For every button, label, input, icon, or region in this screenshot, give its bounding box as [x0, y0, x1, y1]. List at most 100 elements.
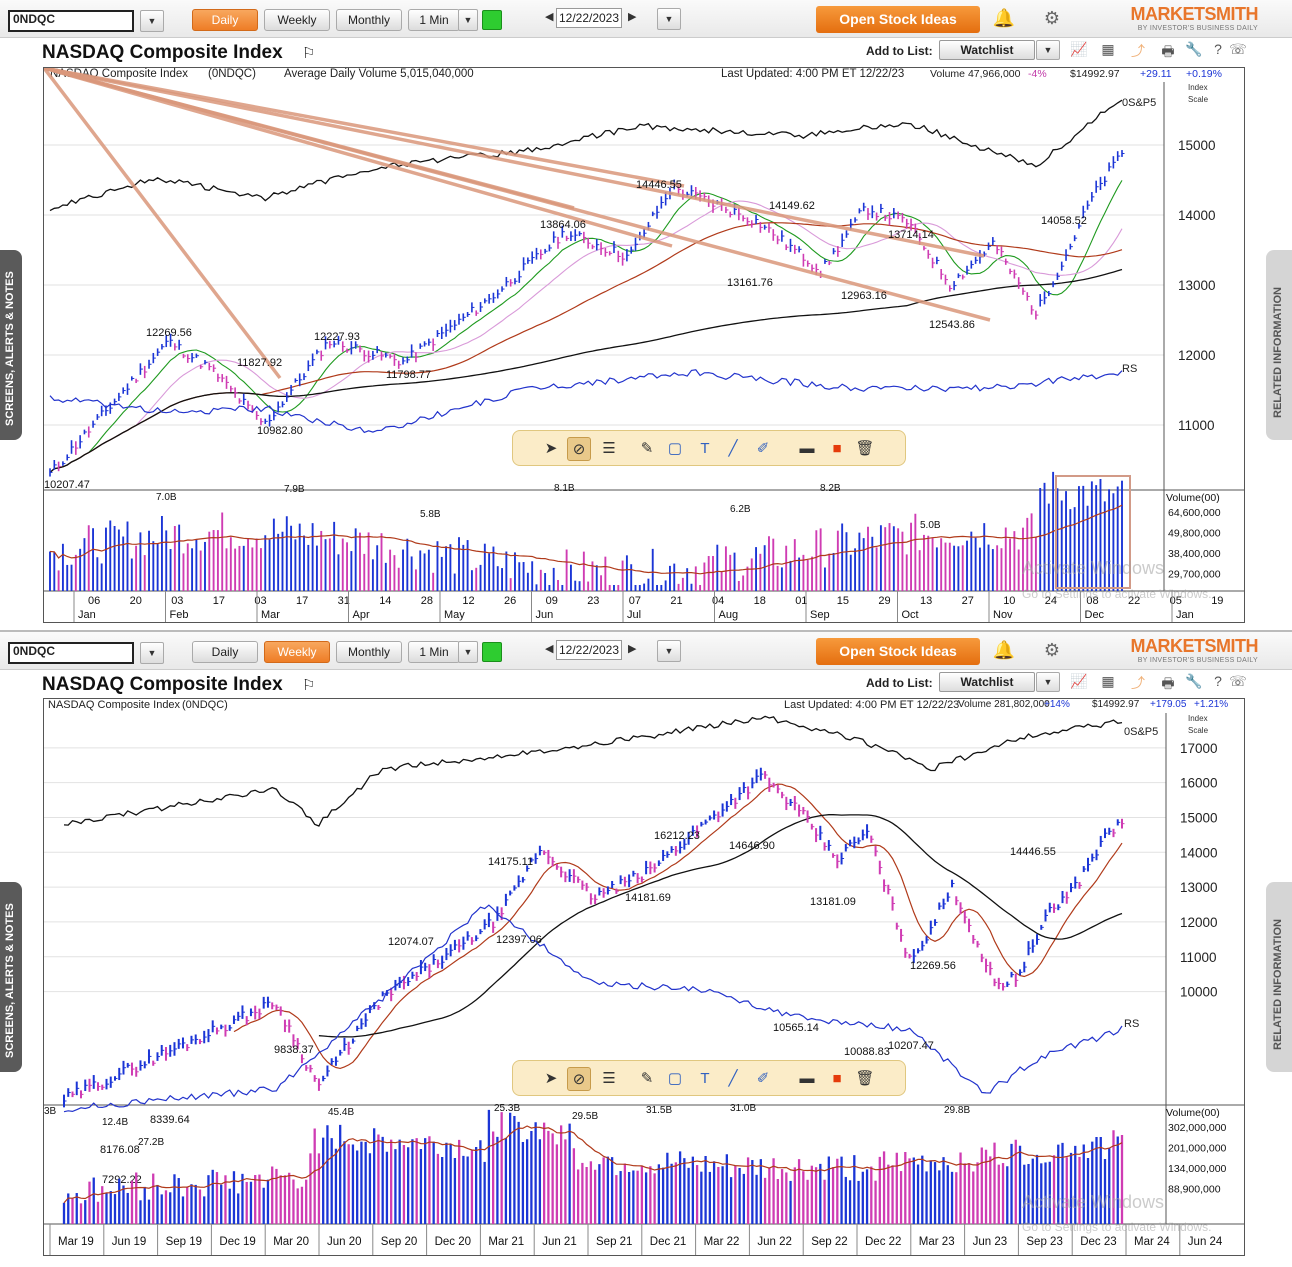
hide-drawings-icon[interactable]: ⊘ [567, 1067, 591, 1091]
arrow-pointer-icon[interactable]: ➤ [544, 1070, 558, 1087]
pencil-icon[interactable]: ✐ [756, 440, 770, 457]
related-information-tab[interactable]: RELATED INFORMATION [1266, 882, 1292, 1072]
symbol-input[interactable]: 0NDQC [8, 642, 134, 664]
price-annotation: 13714.14 [888, 229, 934, 241]
text-icon[interactable]: T [700, 1070, 710, 1087]
x-month-label: Jul [627, 609, 641, 621]
realtime-indicator[interactable] [482, 10, 502, 30]
rectangle-icon[interactable]: ▢ [667, 1070, 683, 1087]
tools-wrench-icon[interactable]: 🔧 [1185, 673, 1203, 689]
x-month-label: Jan [78, 609, 96, 621]
x-day-label: 04 [712, 595, 724, 607]
rs-line [63, 904, 1123, 1113]
phone-icon[interactable]: ☏ [1229, 673, 1247, 689]
open-stock-ideas-button[interactable]: Open Stock Ideas [816, 638, 980, 665]
date-dropdown-button[interactable]: ▼ [657, 8, 681, 30]
help-icon[interactable]: ? [1214, 673, 1222, 689]
legend-last-updated: Last Updated: 4:00 PM ET 12/22/23 [721, 68, 905, 80]
chart-type-icon[interactable]: 📈 [1070, 41, 1088, 57]
paint-icon[interactable]: ✎ [640, 440, 654, 457]
symbol-dropdown-button[interactable]: ▼ [140, 642, 164, 664]
date-dropdown-button[interactable]: ▼ [657, 640, 681, 662]
price-annotation: 11827.92 [237, 357, 282, 369]
pencil-icon[interactable]: ✐ [756, 1070, 770, 1087]
daily-chart-area[interactable]: NASDAQ Composite Index (0NDQC) Average D… [43, 67, 1245, 623]
compare-icon[interactable]: ⤴ [1131, 675, 1145, 691]
settings-gear-icon[interactable]: ⚙ [1043, 8, 1061, 28]
watchlist-select[interactable]: Watchlist [939, 672, 1035, 692]
date-input[interactable]: 12/22/2023 [556, 640, 622, 660]
chart-type-icon[interactable]: 📈 [1070, 673, 1088, 689]
tab-monthly[interactable]: Monthly [336, 641, 402, 663]
next-date-arrow[interactable]: ▶ [628, 643, 637, 655]
related-information-tab[interactable]: RELATED INFORMATION [1266, 250, 1292, 440]
text-icon[interactable]: T [700, 440, 710, 457]
list-icon[interactable]: ☰ [602, 440, 616, 457]
trash-icon[interactable]: 🗑 [855, 440, 875, 457]
list-icon[interactable]: ☰ [602, 1070, 616, 1087]
settings-gear-icon[interactable]: ⚙ [1043, 640, 1061, 660]
volume-peak-label: 7.9B [284, 484, 305, 495]
hide-drawings-icon[interactable]: ⊘ [567, 437, 591, 461]
flag-icon[interactable]: ⚐ [302, 45, 316, 62]
alerts-bell-icon[interactable]: 🔔 [992, 8, 1016, 28]
volume-peak-label: 3B [44, 1106, 57, 1117]
ma-200-day-line [49, 268, 1123, 473]
phone-icon[interactable]: ☏ [1229, 41, 1247, 57]
screens-alerts-notes-tab[interactable]: SCREENS, ALERTS & NOTES [0, 882, 22, 1072]
print-icon[interactable]: 🖶 [1161, 675, 1175, 691]
prev-date-arrow[interactable]: ◀ [545, 643, 554, 655]
weekly-chart-area[interactable]: NASDAQ Composite Index (0NDQC) Last Upda… [43, 698, 1245, 1256]
rectangle-icon[interactable]: ▢ [667, 440, 683, 457]
line-weight-icon[interactable]: ▬ [799, 440, 815, 457]
tab-daily[interactable]: Daily [192, 641, 258, 663]
prev-date-arrow[interactable]: ◀ [545, 11, 554, 23]
ma-40-week-line [318, 814, 1123, 1038]
compare-icon[interactable]: ⤴ [1131, 43, 1145, 59]
interval-select[interactable]: 1 Min [408, 9, 460, 31]
tab-monthly[interactable]: Monthly [336, 9, 402, 31]
print-icon[interactable]: 🖶 [1161, 43, 1175, 59]
volume-average-line [63, 1125, 1123, 1204]
add-to-list-label: Add to List: [866, 676, 933, 690]
y-tick-label: 14000 [1180, 845, 1218, 860]
volume-peak-label: 7.0B [156, 492, 177, 503]
trash-icon[interactable]: 🗑 [855, 1070, 875, 1087]
realtime-indicator[interactable] [482, 642, 502, 662]
interval-dropdown-button[interactable]: ▼ [458, 9, 478, 31]
line-icon[interactable]: ╱ [728, 440, 738, 457]
date-input[interactable]: 12/22/2023 [556, 8, 622, 28]
x-day-label: 22 [1128, 595, 1140, 607]
layout-grid-icon[interactable]: ▦ [1101, 673, 1115, 689]
layout-grid-icon[interactable]: ▦ [1101, 41, 1115, 57]
open-stock-ideas-button[interactable]: Open Stock Ideas [816, 6, 980, 33]
watchlist-dropdown-button[interactable]: ▼ [1036, 672, 1060, 692]
flag-icon[interactable]: ⚐ [302, 677, 316, 694]
screens-alerts-notes-tab[interactable]: SCREENS, ALERTS & NOTES [0, 250, 22, 440]
tab-daily[interactable]: Daily [192, 9, 258, 31]
color-swatch-icon[interactable]: ■ [832, 1070, 842, 1087]
index-scale-label: Index [1188, 714, 1208, 723]
help-icon[interactable]: ? [1214, 41, 1222, 57]
volume-tick-label: 64,600,000 [1168, 507, 1221, 519]
watchlist-select[interactable]: Watchlist [939, 40, 1035, 60]
tab-weekly[interactable]: Weekly [264, 641, 330, 663]
x-day-label: 31 [338, 595, 350, 607]
paint-icon[interactable]: ✎ [640, 1070, 654, 1087]
color-swatch-icon[interactable]: ■ [832, 440, 842, 457]
line-weight-icon[interactable]: ▬ [799, 1070, 815, 1087]
legend-ticker: (0NDQC) [208, 68, 256, 80]
watchlist-dropdown-button[interactable]: ▼ [1036, 40, 1060, 60]
interval-dropdown-button[interactable]: ▼ [458, 641, 478, 663]
x-day-label: 19 [1211, 595, 1223, 607]
tools-wrench-icon[interactable]: 🔧 [1185, 41, 1203, 57]
arrow-pointer-icon[interactable]: ➤ [544, 440, 558, 457]
interval-select[interactable]: 1 Min [408, 641, 460, 663]
next-date-arrow[interactable]: ▶ [628, 11, 637, 23]
line-icon[interactable]: ╱ [728, 1070, 738, 1087]
tab-weekly[interactable]: Weekly [264, 9, 330, 31]
symbol-input[interactable]: 0NDQC [8, 10, 134, 32]
x-day-label: 03 [254, 595, 266, 607]
symbol-dropdown-button[interactable]: ▼ [140, 10, 164, 32]
alerts-bell-icon[interactable]: 🔔 [992, 640, 1016, 660]
